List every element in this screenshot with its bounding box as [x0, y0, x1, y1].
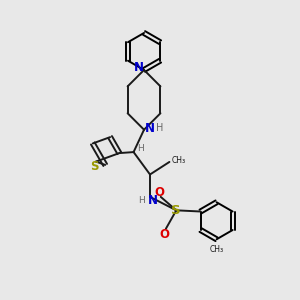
Text: S: S [90, 160, 99, 173]
Text: CH₃: CH₃ [172, 156, 186, 165]
Text: H: H [156, 123, 163, 133]
Text: CH₃: CH₃ [209, 245, 224, 254]
Text: S: S [172, 204, 181, 217]
Text: H: H [138, 196, 145, 205]
Text: N: N [144, 122, 154, 135]
Text: N: N [147, 194, 158, 207]
Text: O: O [154, 186, 164, 199]
Text: H: H [137, 144, 143, 153]
Text: O: O [159, 228, 169, 241]
Text: N: N [134, 61, 144, 74]
